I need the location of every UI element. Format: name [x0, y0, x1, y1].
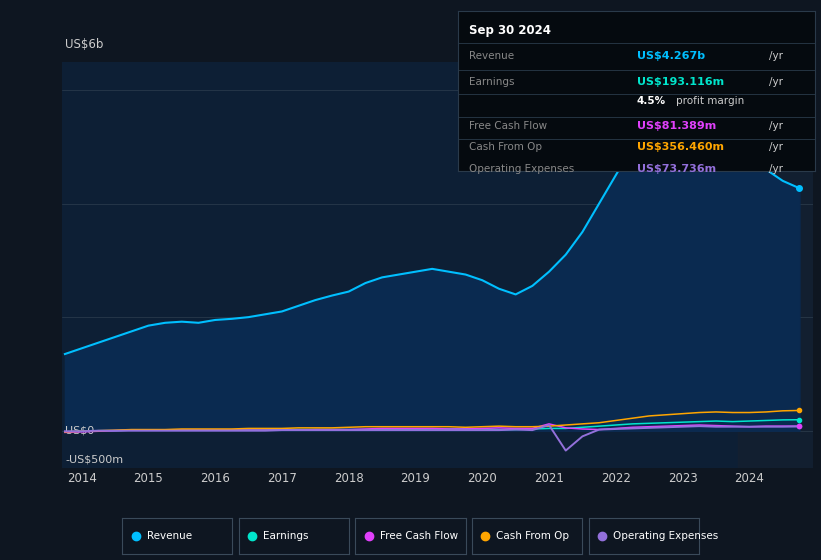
Text: US$6b: US$6b	[66, 39, 103, 52]
Text: Revenue: Revenue	[146, 531, 191, 541]
Text: /yr: /yr	[768, 77, 783, 87]
Text: Earnings: Earnings	[469, 77, 514, 87]
Text: Free Cash Flow: Free Cash Flow	[379, 531, 458, 541]
Text: US$356.460m: US$356.460m	[637, 142, 723, 152]
Text: US$193.116m: US$193.116m	[637, 77, 724, 87]
Text: Cash From Op: Cash From Op	[469, 142, 542, 152]
Bar	[738, 62, 816, 468]
Text: /yr: /yr	[768, 142, 783, 152]
Text: US$73.736m: US$73.736m	[637, 165, 716, 174]
Text: /yr: /yr	[768, 122, 783, 132]
Text: Operating Expenses: Operating Expenses	[469, 165, 574, 174]
Text: US$0: US$0	[66, 426, 94, 436]
Text: 4.5%: 4.5%	[637, 96, 666, 106]
Text: /yr: /yr	[768, 165, 783, 174]
Text: Operating Expenses: Operating Expenses	[612, 531, 718, 541]
Text: US$4.267b: US$4.267b	[637, 51, 704, 61]
Text: US$81.389m: US$81.389m	[637, 122, 716, 132]
Text: profit margin: profit margin	[676, 96, 744, 106]
Text: Cash From Op: Cash From Op	[496, 531, 569, 541]
Text: /yr: /yr	[768, 51, 783, 61]
Text: Earnings: Earnings	[263, 531, 309, 541]
Text: -US$500m: -US$500m	[66, 454, 123, 464]
Text: Sep 30 2024: Sep 30 2024	[469, 24, 551, 37]
Text: Free Cash Flow: Free Cash Flow	[469, 122, 547, 132]
Text: Revenue: Revenue	[469, 51, 514, 61]
